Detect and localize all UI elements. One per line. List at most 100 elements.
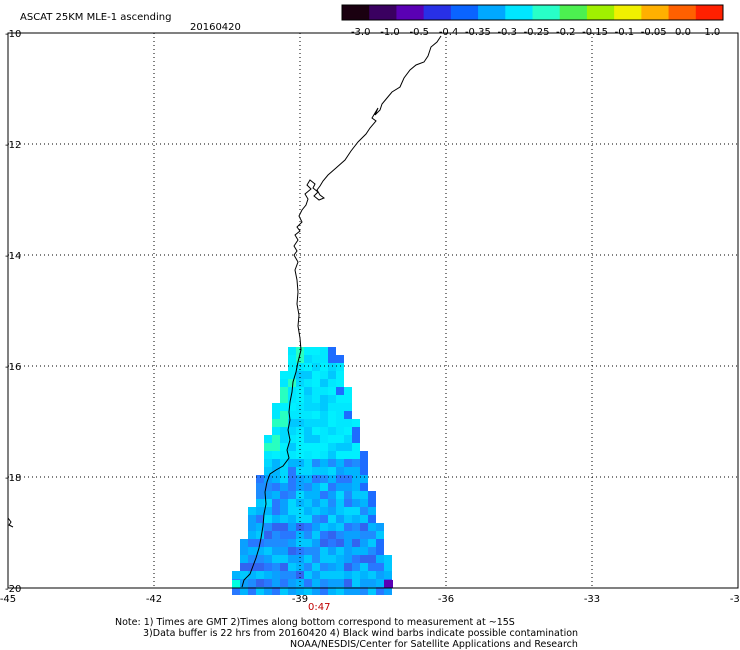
swath-cell [336, 499, 344, 507]
swath-cell [296, 371, 304, 379]
swath-cell [336, 363, 344, 371]
swath-cell [296, 363, 304, 371]
swath-cell [272, 403, 280, 411]
swath-cell [360, 579, 368, 587]
swath-cell [344, 443, 352, 451]
swath-cell [344, 459, 352, 467]
swath-cell [320, 427, 328, 435]
swath-cell [360, 587, 368, 595]
swath-cell [336, 419, 344, 427]
swath-cell [344, 555, 352, 563]
swath-cell [256, 515, 264, 523]
swath-cell [336, 443, 344, 451]
swath-cell [336, 571, 344, 579]
swath-cell [328, 371, 336, 379]
swath-cell [312, 427, 320, 435]
swath-cell [336, 395, 344, 403]
swath-cell [256, 579, 264, 587]
colorbar-swatch [396, 5, 425, 20]
swath-cell [368, 579, 376, 587]
swath-cell [336, 355, 344, 363]
swath-cell [256, 571, 264, 579]
swath-cell [336, 427, 344, 435]
swath-cell [312, 571, 320, 579]
swath-cell [312, 451, 320, 459]
swath-cell [312, 459, 320, 467]
swath-cell [264, 459, 272, 467]
swath-cell [328, 347, 336, 355]
swath-cell [296, 491, 304, 499]
swath-cell [256, 523, 264, 531]
swath-cell [312, 435, 320, 443]
swath-cell [320, 579, 328, 587]
swath-cell [304, 587, 312, 595]
colorbar-swatch [641, 5, 670, 20]
swath-cell [280, 483, 288, 491]
swath-cell [312, 419, 320, 427]
swath-cell [376, 531, 384, 539]
swath-cell [280, 403, 288, 411]
swath-cell [240, 539, 248, 547]
swath-cell [328, 507, 336, 515]
swath-cell [312, 379, 320, 387]
swath-cell [352, 571, 360, 579]
swath-cell [304, 395, 312, 403]
swath-cell [320, 467, 328, 475]
swath-cell [328, 387, 336, 395]
swath-cell [328, 539, 336, 547]
swath-cell [368, 515, 376, 523]
swath-cell [384, 555, 392, 563]
swath-cell [336, 515, 344, 523]
swath-cell [304, 347, 312, 355]
swath-cell [304, 483, 312, 491]
swath-cell [328, 451, 336, 459]
swath-cell [288, 355, 296, 363]
swath-cell [352, 475, 360, 483]
swath-cell [280, 531, 288, 539]
swath-cell [320, 515, 328, 523]
swath-cell [336, 403, 344, 411]
swath-cell [288, 467, 296, 475]
swath-cell [256, 483, 264, 491]
swath-cell [336, 451, 344, 459]
swath-cell [320, 379, 328, 387]
swath-cell [320, 363, 328, 371]
swath-cell [280, 571, 288, 579]
swath-cell [304, 507, 312, 515]
swath-cell [280, 523, 288, 531]
swath-cell [360, 475, 368, 483]
scatterometer-swath [232, 347, 393, 595]
swath-cell [344, 435, 352, 443]
swath-cell [288, 515, 296, 523]
swath-cell [304, 355, 312, 363]
colorbar-swatch [450, 5, 479, 20]
swath-cell [344, 491, 352, 499]
note-line-3: NOAA/NESDIS/Center for Satellite Applica… [290, 639, 578, 650]
swath-cell [328, 587, 336, 595]
swath-cell [328, 411, 336, 419]
swath-cell [296, 547, 304, 555]
swath-cell [368, 539, 376, 547]
colorbar-swatch [369, 5, 397, 20]
swath-cell [264, 571, 272, 579]
swath-cell [328, 499, 336, 507]
swath-cell [360, 555, 368, 563]
swath-cell [248, 531, 256, 539]
swath-cell [296, 587, 304, 595]
swath-cell [272, 443, 280, 451]
swath-cell [312, 363, 320, 371]
lat-tick-label: -18 [5, 473, 21, 484]
colorbar-frame [341, 4, 724, 21]
swath-cell [312, 395, 320, 403]
swath-cell [296, 483, 304, 491]
swath-cell [312, 411, 320, 419]
colorbar-swatch [505, 5, 533, 20]
swath-cell [288, 547, 296, 555]
swath-cell [296, 451, 304, 459]
swath-cell [336, 371, 344, 379]
swath-cell [344, 427, 352, 435]
swath-cell [272, 547, 280, 555]
swath-cell [304, 443, 312, 451]
swath-cell [280, 371, 288, 379]
swath-cell [256, 587, 264, 595]
